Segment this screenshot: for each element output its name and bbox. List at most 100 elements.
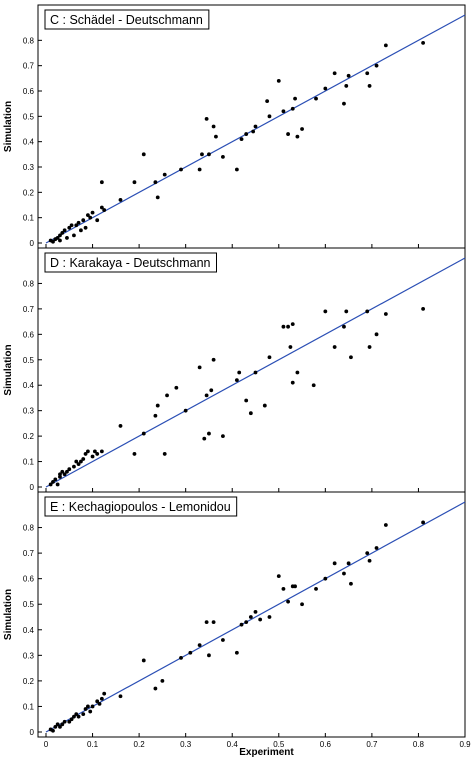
data-point-c-43 xyxy=(265,99,270,104)
data-point-e-45 xyxy=(314,586,318,591)
data-point-c-37 xyxy=(221,154,225,159)
data-point-c-32 xyxy=(200,152,204,157)
data-point-d-41 xyxy=(253,370,258,375)
data-point-c-1 xyxy=(51,239,55,244)
data-point-e-36 xyxy=(253,609,258,614)
data-point-c-11 xyxy=(72,233,76,238)
data-point-c-54 xyxy=(332,71,337,76)
y-tick-label-c-7: 0.7 xyxy=(23,62,35,71)
data-point-c-34 xyxy=(207,152,211,157)
y-tick-label-d-0: 0 xyxy=(30,483,35,492)
panel-title-box-e xyxy=(44,496,238,517)
data-point-e-3 xyxy=(55,722,60,727)
x-tick-label-e-1: 0.1 xyxy=(87,740,99,749)
data-point-d-9 xyxy=(67,467,72,472)
data-point-d-20 xyxy=(99,449,104,454)
data-point-e-41 xyxy=(286,599,290,604)
y-tick-label-e-5: 0.5 xyxy=(23,600,35,609)
data-point-d-36 xyxy=(221,434,225,439)
data-point-c-20 xyxy=(95,218,100,223)
y-tick-label-e-0: 0 xyxy=(30,728,35,737)
data-point-d-5 xyxy=(58,472,62,477)
data-point-c-18 xyxy=(88,215,93,220)
data-point-c-22 xyxy=(102,208,107,212)
data-point-c-57 xyxy=(346,73,351,78)
data-point-d-33 xyxy=(207,431,211,436)
panel-frame-e xyxy=(37,491,466,738)
data-point-c-38 xyxy=(234,167,239,172)
data-point-d-35 xyxy=(211,357,216,362)
data-point-d-47 xyxy=(290,322,295,327)
data-point-d-18 xyxy=(92,449,97,454)
data-point-e-6 xyxy=(62,719,67,724)
data-point-d-59 xyxy=(383,312,388,316)
data-point-e-22 xyxy=(141,658,146,663)
data-point-c-25 xyxy=(132,180,137,185)
data-point-e-11 xyxy=(76,714,81,719)
data-point-c-21 xyxy=(99,205,104,210)
data-point-c-42 xyxy=(253,124,258,129)
data-point-c-60 xyxy=(374,63,379,68)
data-point-c-49 xyxy=(293,96,297,101)
data-point-c-12 xyxy=(74,223,79,228)
y-tick-label-d-7: 0.7 xyxy=(23,305,35,314)
data-point-c-53 xyxy=(323,86,328,91)
data-point-d-60 xyxy=(421,306,425,311)
data-point-e-25 xyxy=(179,655,183,660)
data-point-e-28 xyxy=(204,620,209,625)
data-point-c-62 xyxy=(421,40,425,45)
data-point-c-40 xyxy=(244,132,249,136)
data-point-c-56 xyxy=(344,84,349,88)
data-point-d-22 xyxy=(132,452,137,456)
data-point-c-46 xyxy=(281,109,286,114)
data-point-d-42 xyxy=(262,403,267,408)
x-tick-label-e-8: 0.8 xyxy=(413,740,425,749)
y-axis-label-c: Simulation xyxy=(3,101,14,152)
data-point-e-2 xyxy=(53,724,58,729)
data-point-d-29 xyxy=(183,408,188,413)
data-point-c-59 xyxy=(367,84,372,88)
data-point-c-58 xyxy=(365,71,370,76)
data-point-e-40 xyxy=(281,586,286,591)
data-point-d-45 xyxy=(286,324,290,329)
y-tick-label-d-4: 0.4 xyxy=(23,381,35,390)
panel-title-box-d xyxy=(44,252,217,273)
data-point-d-27 xyxy=(165,393,169,398)
data-point-d-13 xyxy=(79,459,83,464)
x-tick-label-e-5: 0.5 xyxy=(273,740,285,749)
data-point-c-33 xyxy=(204,116,209,121)
data-point-c-47 xyxy=(286,132,290,136)
data-point-e-19 xyxy=(99,696,104,701)
data-point-c-13 xyxy=(76,220,81,225)
x-tick-label-e-7: 0.7 xyxy=(366,740,378,749)
data-point-e-15 xyxy=(88,709,93,714)
data-point-c-31 xyxy=(197,167,202,172)
x-tick-label-e-9: 0.9 xyxy=(459,740,471,749)
data-point-d-52 xyxy=(332,345,337,349)
panel-title-c: C : Schädel - Deutschmann xyxy=(50,13,203,27)
data-point-d-57 xyxy=(367,345,372,349)
data-point-e-48 xyxy=(342,571,346,576)
data-point-d-34 xyxy=(209,388,214,393)
data-point-c-9 xyxy=(67,225,72,230)
data-point-e-50 xyxy=(349,581,353,586)
data-point-d-25 xyxy=(155,403,160,408)
data-point-e-20 xyxy=(102,691,107,696)
y-axis-label-e: Simulation xyxy=(3,589,14,640)
y-tick-label-d-5: 0.5 xyxy=(23,356,35,365)
reference-line-c xyxy=(45,14,466,244)
data-point-e-52 xyxy=(367,558,372,563)
data-point-d-30 xyxy=(197,365,202,370)
x-tick-label-e-4: 0.4 xyxy=(227,740,239,749)
data-point-e-14 xyxy=(86,704,90,709)
data-point-c-41 xyxy=(251,129,256,134)
data-point-c-6 xyxy=(60,230,65,235)
data-point-d-53 xyxy=(342,324,346,329)
data-point-d-54 xyxy=(344,309,349,314)
data-point-c-28 xyxy=(155,195,160,200)
data-point-e-12 xyxy=(81,712,86,717)
data-point-e-39 xyxy=(276,574,281,579)
data-point-c-8 xyxy=(65,236,69,240)
